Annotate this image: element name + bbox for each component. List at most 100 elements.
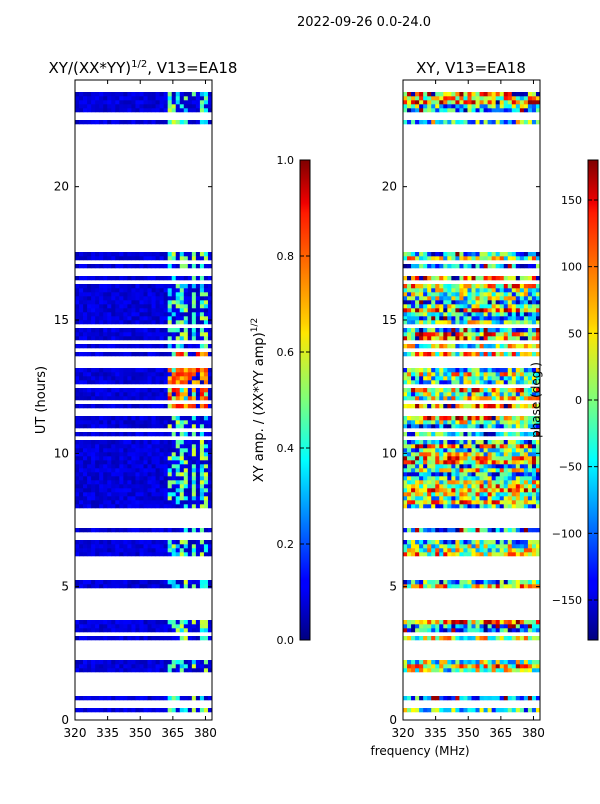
amp-cell [83, 580, 88, 585]
phase-cell [499, 540, 505, 545]
phase-cell [515, 696, 521, 701]
phase-cell [411, 628, 416, 633]
phase-cell [423, 552, 428, 557]
phase-cell [499, 440, 505, 445]
phase-cell [507, 580, 513, 585]
phase-cell [479, 308, 484, 313]
amp-cell [175, 276, 181, 281]
phase-cell [503, 468, 509, 473]
amp-cell [99, 544, 104, 549]
phase-cell [503, 336, 509, 341]
phase-cell [523, 276, 529, 281]
phase-cell [499, 528, 505, 533]
phase-cell [487, 368, 493, 373]
phase-cell [515, 104, 521, 109]
amp-cell [79, 92, 84, 97]
phase-cell [531, 636, 537, 641]
amp-cell [135, 256, 140, 261]
phase-cell [439, 104, 444, 109]
phase-cell [443, 376, 448, 381]
phase-cell [403, 372, 408, 377]
amp-cell [155, 500, 161, 505]
amp-cell [195, 380, 201, 385]
phase-cell [411, 448, 416, 453]
phase-cell [431, 432, 436, 437]
phase-cell [495, 304, 501, 309]
amp-cell [75, 668, 80, 673]
amp-cell [131, 328, 136, 333]
phase-cell [523, 252, 529, 257]
amp-cell [95, 392, 100, 397]
amp-cell [155, 444, 161, 449]
phase-cell [495, 540, 501, 545]
amp-cell [123, 540, 128, 545]
phase-cell [527, 432, 533, 437]
amp-cell [131, 660, 136, 665]
amp-cell [139, 304, 144, 309]
amp-cell [151, 452, 156, 457]
amp-cell [135, 304, 140, 309]
phase-cell [491, 452, 497, 457]
phase-cell [531, 316, 537, 321]
amp-cell [171, 456, 177, 461]
phase-cell [463, 708, 468, 713]
amp-cell [95, 708, 100, 713]
phase-cell [435, 312, 440, 317]
amp-cell [143, 100, 148, 105]
amp-cell [107, 456, 112, 461]
phase-cell [515, 368, 521, 373]
amp-cell [159, 480, 165, 485]
phase-cell [459, 500, 464, 505]
amp-cell [99, 292, 104, 297]
amp-cell [191, 496, 197, 501]
phase-cell [491, 420, 497, 425]
phase-cell [515, 264, 521, 269]
amp-cell [127, 496, 132, 501]
phase-cell [407, 476, 412, 481]
phase-cell [407, 624, 412, 629]
amp-cell [83, 620, 88, 625]
phase-cell [487, 552, 493, 557]
phase-cell [523, 344, 529, 349]
amp-cell [83, 108, 88, 113]
phase-cell [515, 548, 521, 553]
phase-cell [519, 660, 525, 665]
amp-cell [75, 540, 80, 545]
phase-cell [487, 300, 493, 305]
amp-cell [123, 488, 128, 493]
amp-cell [195, 472, 201, 477]
amp-cell [195, 256, 201, 261]
phase-cell [439, 440, 444, 445]
phase-cell [487, 404, 493, 409]
amp-cell [179, 104, 185, 109]
amp-cell [175, 464, 181, 469]
amp-cell [127, 292, 132, 297]
amp-cell [79, 460, 84, 465]
amp-cell [91, 292, 96, 297]
phase-cell [459, 92, 464, 97]
phase-cell [511, 404, 517, 409]
amp-cell [127, 476, 132, 481]
amp-cell [195, 288, 201, 293]
phase-cell [479, 404, 484, 409]
phase-cell [411, 456, 416, 461]
phase-cell [451, 584, 456, 589]
phase-cell [531, 416, 537, 421]
phase-cell [407, 504, 412, 509]
amp-cell [123, 468, 128, 473]
phase-cell [451, 416, 456, 421]
amp-cell [155, 328, 161, 333]
amp-cell [167, 628, 173, 633]
phase-cell [419, 392, 424, 397]
phase-cell [447, 580, 452, 585]
amp-cell [135, 420, 140, 425]
amp-cell [147, 344, 152, 349]
phase-cell [495, 544, 501, 549]
amp-cell [199, 372, 205, 377]
amp-cell [79, 504, 84, 509]
phase-cell [535, 552, 540, 557]
amp-cell [191, 492, 197, 497]
amp-cell [159, 528, 165, 533]
amp-cell [135, 468, 140, 473]
phase-cell [519, 548, 525, 553]
